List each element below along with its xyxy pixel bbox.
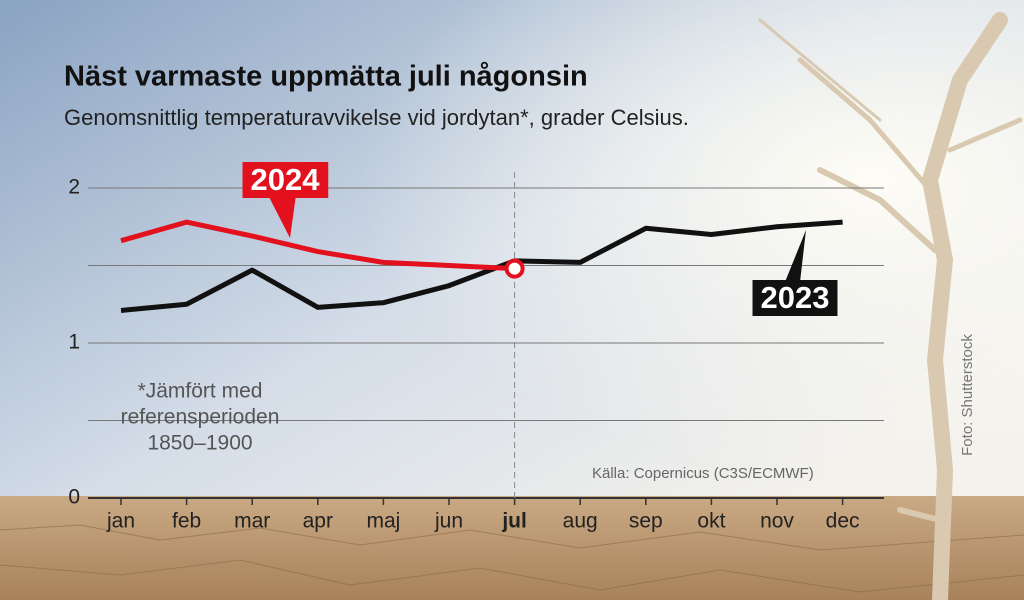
x-tick-label: maj <box>366 510 400 533</box>
y-tick-label: 2 <box>68 176 80 199</box>
ground-cracks <box>0 524 1024 593</box>
x-tick-label: mar <box>234 510 270 533</box>
x-tick-label: okt <box>697 510 725 533</box>
label-box <box>242 162 329 198</box>
x-tick-label: nov <box>760 510 794 533</box>
source: Källa: Copernicus (C3S/ECMWF) <box>592 465 814 482</box>
x-tick-label: jun <box>434 510 463 533</box>
footnote: 1850–1900 <box>147 432 252 455</box>
series-line <box>120 219 843 313</box>
y-tick-label: 0 <box>68 486 80 509</box>
x-tick-label: feb <box>172 510 201 533</box>
x-tick-label: dec <box>826 510 860 533</box>
x-tick-label: jul <box>501 510 527 533</box>
x-tick-label: sep <box>629 510 663 533</box>
label-pointer <box>785 230 806 282</box>
dead-tree <box>758 12 1023 600</box>
series-label-text: 2024 <box>251 162 321 197</box>
x-tick-label: aug <box>563 510 598 533</box>
footnote: *Jämfört med <box>138 380 263 403</box>
x-tick-label: apr <box>303 510 333 533</box>
label-pointer <box>268 195 296 238</box>
y-tick-label: 1 <box>68 331 80 354</box>
chart-title: Näst varmaste uppmätta juli någonsin <box>64 61 588 93</box>
series-label: 2024 <box>242 162 329 238</box>
x-tick-label: jan <box>106 510 135 533</box>
series-label-text: 2023 <box>761 280 830 315</box>
series-line <box>120 219 515 272</box>
point-marker <box>504 258 525 279</box>
label-box <box>752 280 838 316</box>
chart-subtitle: Genomsnittlig temperaturavvikelse vid jo… <box>64 105 689 130</box>
photo-credit: Foto: Shutterstock <box>959 334 976 456</box>
series-label: 2023 <box>752 230 838 316</box>
footnote: referensperioden <box>121 406 280 429</box>
